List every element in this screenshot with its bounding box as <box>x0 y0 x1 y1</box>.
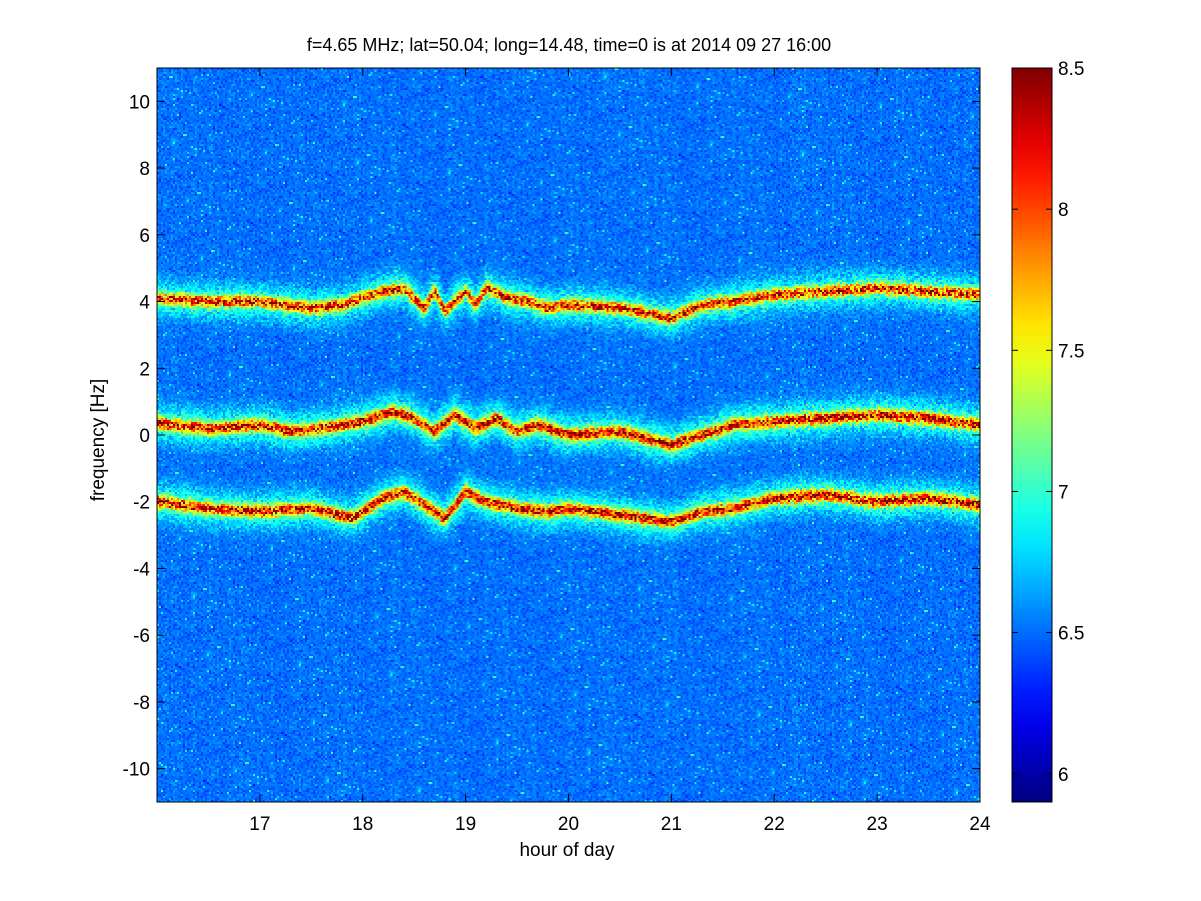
colorbar-tick-label: 8.5 <box>1058 59 1084 80</box>
y-tick-label: 8 <box>139 159 150 180</box>
y-tick-label: -4 <box>133 559 150 580</box>
y-tick-label: -10 <box>123 760 150 781</box>
x-tick-label: 19 <box>455 814 476 835</box>
y-tick-label: -2 <box>133 493 150 514</box>
x-tick-label: 22 <box>764 814 785 835</box>
y-axis-label: frequency [Hz] <box>88 379 109 502</box>
y-tick-label: 6 <box>139 226 150 247</box>
spectrogram-image <box>157 68 980 802</box>
y-tick-label: 2 <box>139 359 150 380</box>
x-tick-label: 24 <box>969 814 991 835</box>
x-tick-label: 18 <box>352 814 373 835</box>
y-tick-label: -8 <box>133 693 150 714</box>
y-tick-label: 0 <box>139 426 150 447</box>
chart-title: f=4.65 MHz; lat=50.04; long=14.48, time=… <box>307 35 831 55</box>
colorbar-tick-label: 6.5 <box>1058 624 1084 645</box>
colorbar-tick-label: 6 <box>1058 765 1069 786</box>
y-tick-label: -6 <box>133 626 150 647</box>
x-tick-label: 17 <box>249 814 270 835</box>
x-axis-label: hour of day <box>519 840 615 861</box>
y-tick-label: 10 <box>129 92 150 113</box>
x-tick-label: 21 <box>661 814 682 835</box>
colorbar-tick-label: 7.5 <box>1058 341 1084 362</box>
colorbar <box>1011 67 1053 803</box>
y-tick-label: 4 <box>139 293 150 314</box>
x-tick-label: 20 <box>558 814 579 835</box>
colorbar-tick-label: 8 <box>1058 200 1069 221</box>
x-tick-label: 23 <box>867 814 888 835</box>
colorbar-tick-label: 7 <box>1058 482 1069 503</box>
